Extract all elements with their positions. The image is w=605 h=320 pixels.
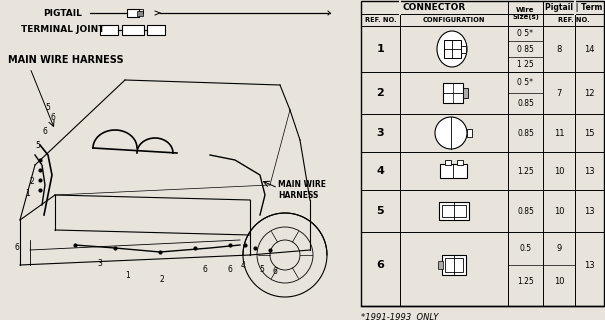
Text: REF. NO.: REF. NO. xyxy=(365,17,396,23)
Text: 1.25: 1.25 xyxy=(517,166,534,175)
Text: 0.85: 0.85 xyxy=(517,99,534,108)
Text: 1: 1 xyxy=(25,188,30,197)
Text: PIGTAIL: PIGTAIL xyxy=(44,9,82,18)
Text: 11: 11 xyxy=(554,129,564,138)
Text: 5: 5 xyxy=(260,266,264,275)
Text: 12: 12 xyxy=(584,89,595,98)
Text: 8: 8 xyxy=(557,44,561,53)
Text: 6: 6 xyxy=(51,114,56,123)
Text: 3: 3 xyxy=(377,128,384,138)
Text: 1: 1 xyxy=(126,270,130,279)
Bar xyxy=(467,129,472,137)
Bar xyxy=(445,258,463,272)
Text: 1: 1 xyxy=(376,44,384,54)
Text: 9: 9 xyxy=(557,244,561,253)
Text: 6: 6 xyxy=(227,266,232,275)
Bar xyxy=(442,255,466,275)
Bar xyxy=(442,205,466,217)
Text: 3: 3 xyxy=(97,259,102,268)
Bar xyxy=(461,45,466,52)
Text: 4: 4 xyxy=(376,166,384,176)
Text: 0 5*: 0 5* xyxy=(517,78,534,87)
Bar xyxy=(463,88,468,98)
Text: 10: 10 xyxy=(554,277,564,286)
Bar xyxy=(147,25,165,35)
Bar xyxy=(445,160,451,165)
Text: 2: 2 xyxy=(376,88,384,98)
Ellipse shape xyxy=(437,31,467,67)
Text: 5: 5 xyxy=(377,206,384,216)
Text: 4: 4 xyxy=(241,260,246,269)
Bar xyxy=(122,25,144,35)
Text: 0.5: 0.5 xyxy=(520,244,532,253)
Text: Wire
Size(s): Wire Size(s) xyxy=(512,7,539,20)
Text: 6: 6 xyxy=(272,268,278,276)
Text: MAIN WIRE HARNESS: MAIN WIRE HARNESS xyxy=(8,55,123,65)
Text: 13: 13 xyxy=(584,166,595,175)
Text: Pigtail | Term: Pigtail | Term xyxy=(545,3,602,12)
Bar xyxy=(137,11,143,15)
Text: CONNECTOR: CONNECTOR xyxy=(403,3,466,12)
Text: 0.85: 0.85 xyxy=(517,129,534,138)
Text: 10: 10 xyxy=(554,166,564,175)
Bar xyxy=(100,25,118,35)
Circle shape xyxy=(435,117,467,149)
Text: 5: 5 xyxy=(45,102,50,111)
Text: 2: 2 xyxy=(30,178,34,187)
Text: 7: 7 xyxy=(557,89,561,98)
Text: 6: 6 xyxy=(42,127,47,137)
Text: 1.25: 1.25 xyxy=(517,277,534,286)
Text: 2: 2 xyxy=(160,276,165,284)
Text: 0 5*: 0 5* xyxy=(517,29,534,38)
Text: TERMINAL JOINT: TERMINAL JOINT xyxy=(21,26,105,35)
Text: 14: 14 xyxy=(584,44,595,53)
Text: CONFIGURATION: CONFIGURATION xyxy=(423,17,485,23)
Text: 6: 6 xyxy=(15,244,19,252)
Text: *1991-1993  ONLY: *1991-1993 ONLY xyxy=(361,313,439,320)
Text: 5: 5 xyxy=(36,140,41,149)
Text: 1 25: 1 25 xyxy=(517,60,534,69)
Text: 6: 6 xyxy=(203,266,208,275)
Text: 10: 10 xyxy=(554,206,564,215)
Text: REF. NO.: REF. NO. xyxy=(558,17,589,23)
Bar xyxy=(443,83,463,103)
Text: 13: 13 xyxy=(584,260,595,269)
Text: 0.85: 0.85 xyxy=(517,206,534,215)
Bar xyxy=(127,9,139,17)
Text: 0 85: 0 85 xyxy=(517,44,534,53)
Bar xyxy=(439,202,469,220)
Text: 13: 13 xyxy=(584,206,595,215)
Text: MAIN WIRE
HARNESS: MAIN WIRE HARNESS xyxy=(278,180,326,200)
Bar xyxy=(444,40,461,58)
Text: 6: 6 xyxy=(376,260,384,270)
Bar xyxy=(457,160,463,165)
Bar xyxy=(438,261,443,269)
Text: 15: 15 xyxy=(584,129,595,138)
Bar xyxy=(440,164,467,178)
